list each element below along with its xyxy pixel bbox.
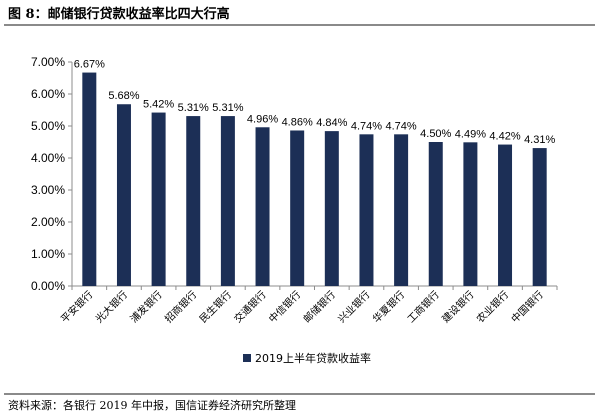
- data-label: 5.68%: [108, 90, 139, 102]
- title-divider: [4, 24, 595, 26]
- legend-label: 2019上半年贷款收益率: [255, 351, 371, 365]
- y-tick-label: 7.00%: [31, 55, 65, 69]
- y-tick-label: 3.00%: [31, 183, 65, 197]
- x-tick-label: 兴业银行: [335, 288, 372, 325]
- bar: [186, 116, 201, 286]
- bar: [220, 116, 235, 286]
- data-label: 6.67%: [74, 59, 105, 71]
- bar: [324, 131, 339, 286]
- bar: [463, 142, 478, 286]
- x-tick-label: 浦发银行: [127, 288, 164, 325]
- x-tick-label: 光大银行: [93, 288, 130, 325]
- x-tick-label: 中国银行: [508, 288, 545, 325]
- figure-title: 图 8：邮储银行贷款收益率比四大行高: [8, 7, 230, 22]
- y-tick-label: 5.00%: [31, 119, 65, 133]
- bar: [359, 134, 374, 286]
- y-tick-label: 0.00%: [31, 279, 65, 293]
- data-label: 4.42%: [489, 131, 520, 143]
- bar: [394, 134, 409, 286]
- x-tick-label: 建设银行: [439, 288, 476, 325]
- data-label: 4.96%: [247, 113, 278, 125]
- y-tick-label: 4.00%: [31, 151, 65, 165]
- x-tick-label: 招商银行: [162, 288, 199, 325]
- bar: [82, 72, 97, 286]
- bar: [428, 142, 443, 286]
- data-label: 4.50%: [420, 128, 451, 140]
- x-tick-label: 平安银行: [58, 288, 95, 325]
- bar: [290, 130, 305, 286]
- data-label: 5.42%: [143, 99, 174, 111]
- data-label: 5.31%: [178, 102, 209, 114]
- data-label: 4.74%: [351, 120, 382, 132]
- x-tick-label: 工商银行: [404, 288, 441, 325]
- data-label: 4.74%: [386, 120, 417, 132]
- y-tick-label: 6.00%: [31, 87, 65, 101]
- x-tick-label: 交通银行: [231, 288, 268, 325]
- data-label: 4.31%: [524, 134, 555, 146]
- source-note: 资料来源：各银行 2019 年中报，国信证券经济研究所整理: [8, 399, 296, 412]
- bar: [498, 144, 513, 286]
- x-tick-label: 邮储银行: [300, 288, 337, 325]
- footer-divider: [4, 393, 595, 395]
- bar: [151, 112, 166, 286]
- data-label: 4.84%: [316, 117, 347, 129]
- bar: [116, 104, 131, 287]
- y-tick-label: 1.00%: [31, 247, 65, 261]
- legend-swatch: [243, 354, 251, 362]
- x-tick-label: 农业银行: [474, 288, 511, 325]
- data-label: 4.49%: [455, 128, 486, 140]
- data-label: 4.86%: [282, 116, 313, 128]
- y-tick-label: 2.00%: [31, 215, 65, 229]
- bar: [255, 127, 270, 286]
- data-label: 5.31%: [212, 102, 243, 114]
- bar: [532, 148, 547, 286]
- x-tick-label: 民生银行: [197, 288, 234, 325]
- x-tick-label: 中信银行: [266, 288, 303, 325]
- x-tick-label: 华夏银行: [370, 288, 407, 325]
